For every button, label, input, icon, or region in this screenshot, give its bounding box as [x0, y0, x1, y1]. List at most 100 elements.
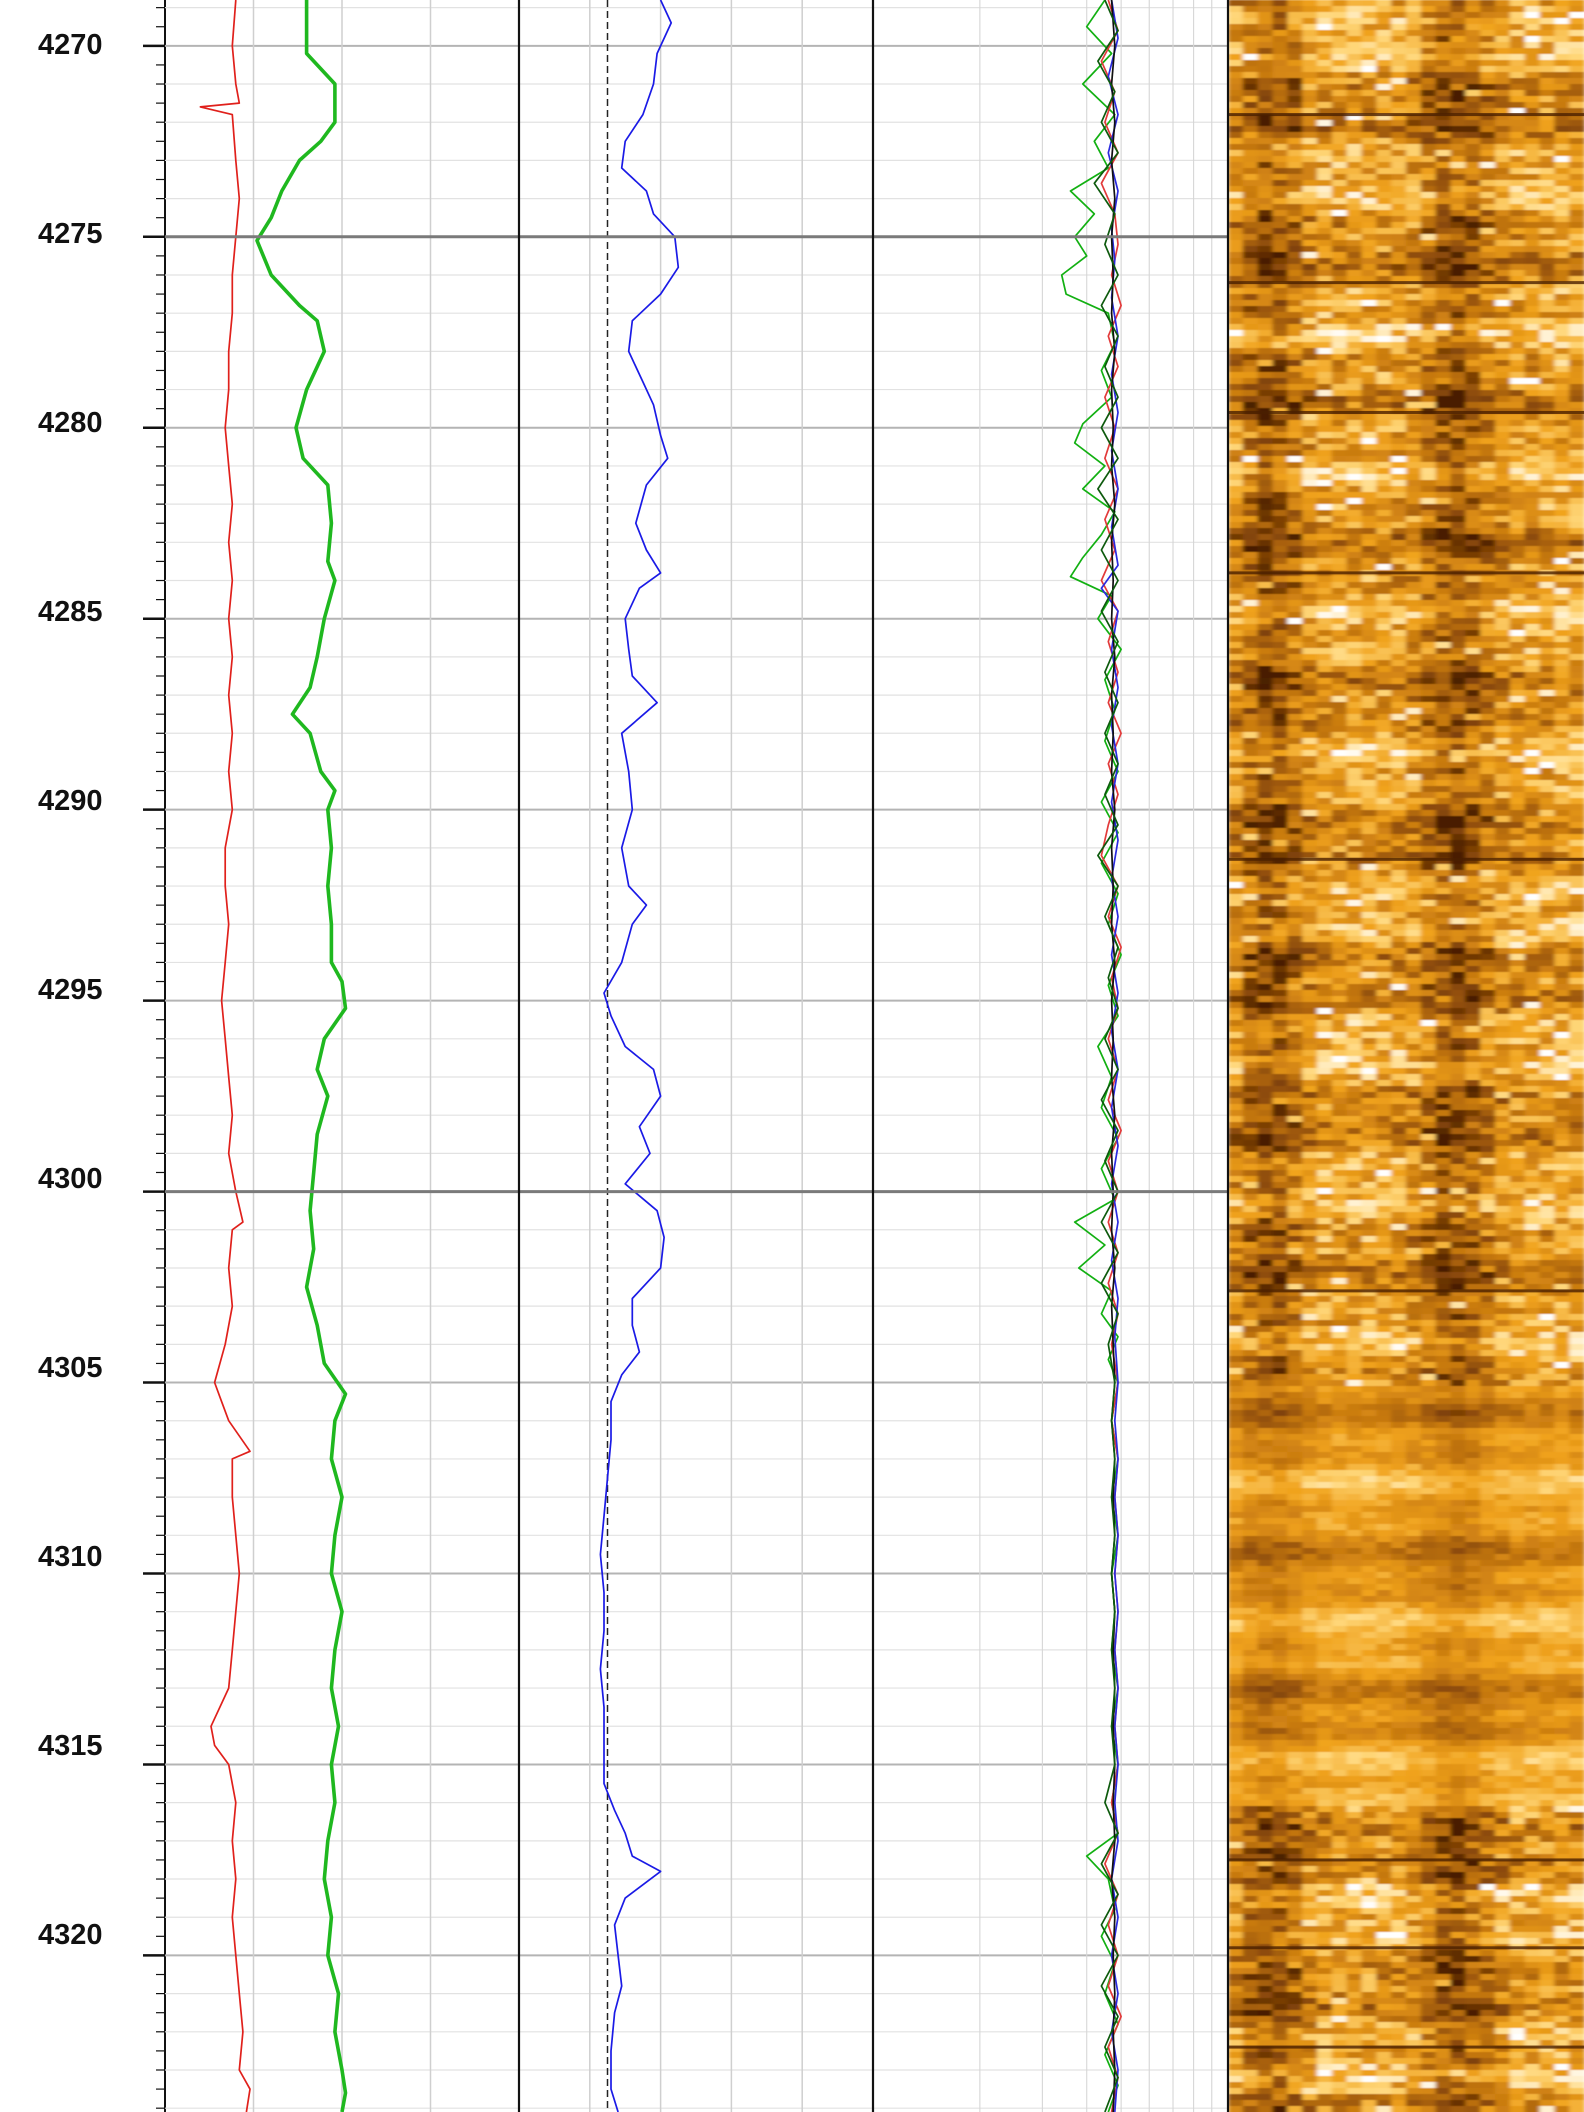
image-cell: [1435, 1062, 1452, 1069]
image-cell: [1420, 474, 1437, 481]
image-cell: [1495, 966, 1511, 973]
image-cell: [1302, 1002, 1318, 1009]
image-cell: [1376, 180, 1393, 187]
image-cell: [1554, 870, 1571, 877]
image-cell: [1257, 324, 1274, 331]
image-cell: [1406, 888, 1422, 895]
image-cell: [1450, 348, 1467, 355]
image-cell: [1509, 1134, 1526, 1141]
image-cell: [1554, 1146, 1571, 1153]
image-cell: [1406, 372, 1422, 379]
image-cell: [1302, 1152, 1318, 1159]
image-cell: [1287, 798, 1304, 805]
image-cell: [1495, 0, 1511, 7]
image-cell: [1554, 540, 1571, 547]
image-cell: [1331, 252, 1348, 259]
image-cell: [1450, 258, 1467, 265]
image-cell: [1450, 924, 1467, 931]
image-cell: [1361, 582, 1378, 589]
image-cell: [1406, 588, 1422, 595]
image-cell: [1509, 1044, 1526, 1051]
image-cell: [1450, 546, 1467, 553]
image-cell: [1317, 756, 1333, 763]
image-cell: [1272, 6, 1289, 13]
image-cell: [1406, 180, 1422, 187]
image-cell: [1480, 606, 1496, 613]
image-cell: [1420, 300, 1437, 307]
image-cell: [1257, 564, 1274, 571]
image-cell: [1406, 390, 1422, 397]
image-cell: [1539, 786, 1556, 793]
image-cell: [1495, 1068, 1511, 1075]
image-cell: [1569, 48, 1584, 55]
image-cell: [1272, 540, 1289, 547]
image-cell: [1495, 630, 1511, 637]
image-cell: [1495, 840, 1511, 847]
image-cell: [1539, 342, 1556, 349]
image-cell: [1569, 846, 1584, 853]
image-cell: [1257, 1104, 1274, 1111]
image-cell: [1554, 198, 1571, 205]
image-cell: [1257, 366, 1274, 373]
image-cell: [1465, 324, 1482, 331]
image-cell: [1331, 90, 1348, 97]
image-cell: [1228, 384, 1244, 391]
image-cell: [1495, 72, 1511, 79]
image-cell: [1228, 1032, 1244, 1039]
image-cell: [1391, 1122, 1407, 1129]
image-cell: [1302, 522, 1318, 529]
image-cell: [1376, 882, 1393, 889]
image-cell: [1302, 1008, 1318, 1015]
image-cell: [1331, 828, 1348, 835]
image-cell: [1539, 84, 1556, 91]
image-cell: [1509, 204, 1526, 211]
image-cell: [1465, 366, 1482, 373]
image-cell: [1242, 48, 1259, 55]
image-cell: [1495, 210, 1511, 217]
image-cell: [1539, 210, 1556, 217]
image-cell: [1242, 912, 1259, 919]
image-cell: [1287, 942, 1304, 949]
image-cell: [1257, 630, 1274, 637]
image-cell: [1376, 702, 1393, 709]
image-cell: [1554, 690, 1571, 697]
image-cell: [1569, 486, 1584, 493]
image-cell: [1391, 1002, 1407, 1009]
image-cell: [1331, 228, 1348, 235]
image-cell: [1524, 732, 1541, 739]
image-cell: [1257, 252, 1274, 259]
image-cell: [1317, 672, 1333, 679]
image-cell: [1569, 1032, 1584, 1039]
image-cell: [1480, 270, 1496, 277]
image-cell: [1480, 828, 1496, 835]
image-cell: [1569, 0, 1584, 7]
image-cell: [1331, 858, 1348, 865]
image-cell: [1228, 834, 1244, 841]
image-cell: [1257, 888, 1274, 895]
image-cell: [1376, 150, 1393, 157]
image-cell: [1346, 660, 1363, 667]
image-cell: [1317, 126, 1333, 133]
image-cell: [1435, 684, 1452, 691]
image-cell: [1539, 108, 1556, 115]
image-cell: [1391, 996, 1407, 1003]
image-cell: [1569, 894, 1584, 901]
image-cell: [1569, 630, 1584, 637]
image-cell: [1435, 1092, 1452, 1099]
image-cell: [1272, 1098, 1289, 1105]
image-cell: [1569, 504, 1584, 511]
image-cell: [1406, 762, 1422, 769]
image-cell: [1509, 252, 1526, 259]
image-cell: [1495, 954, 1511, 961]
image-cell: [1406, 492, 1422, 499]
image-cell: [1569, 228, 1584, 235]
image-cell: [1406, 456, 1422, 463]
image-cell: [1302, 36, 1318, 43]
image-cell: [1539, 1116, 1556, 1123]
image-cell: [1361, 660, 1378, 667]
image-cell: [1554, 606, 1571, 613]
image-cell: [1391, 792, 1407, 799]
image-cell: [1228, 1014, 1244, 1021]
image-cell: [1554, 648, 1571, 655]
image-cell: [1376, 852, 1393, 859]
